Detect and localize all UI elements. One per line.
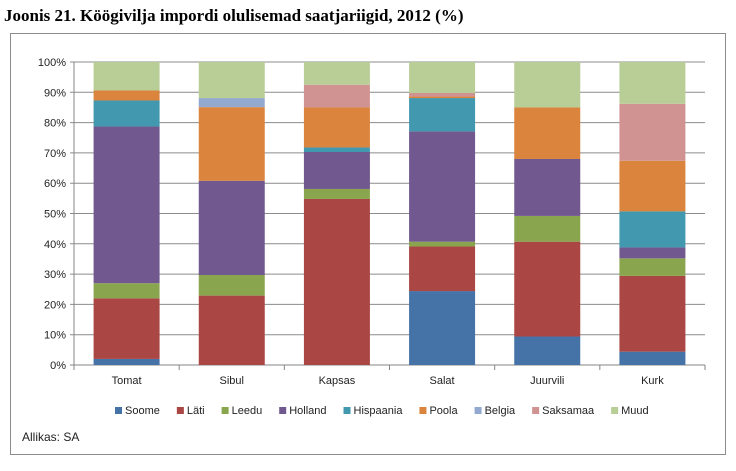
bar-segment-muud-kapsas [303, 62, 370, 85]
bar-segment-muud-sibul [198, 62, 265, 99]
chart-frame [10, 33, 726, 455]
bar-segment-leedu-salat [409, 241, 476, 247]
bar-segment-saksamaa-kurk [619, 103, 686, 161]
y-tick-label: 80% [44, 118, 66, 130]
legend-swatch-leedu [221, 407, 229, 414]
y-tick-label: 100% [38, 57, 66, 69]
x-tick-label: Kapsas [319, 375, 356, 387]
bar-segment-muud-salat [409, 62, 476, 93]
bar-segment-holland-kurk [619, 247, 686, 259]
bar-segment-poola-tomat [93, 90, 160, 101]
bar-segment-hispaania-kurk [619, 211, 686, 248]
bar-segment-hispaania-salat [409, 98, 476, 132]
x-tick-label: Salat [430, 375, 455, 387]
legend-label: Läti [187, 405, 205, 417]
legend-swatch-soome [115, 407, 122, 414]
y-tick-label: 30% [44, 269, 66, 281]
bar-segment-läti-salat [409, 246, 476, 292]
y-tick-label: 40% [44, 239, 66, 251]
bar-segment-soome-tomat [93, 358, 160, 365]
bar-segment-holland-juurvili [514, 158, 581, 216]
x-tick-label: Juurvili [530, 375, 564, 387]
bar-segment-muud-kurk [619, 62, 686, 104]
y-tick-label: 10% [44, 330, 66, 342]
y-tick-label: 90% [44, 87, 66, 99]
bar-segment-muud-juurvili [514, 62, 581, 108]
legend-label: Soome [125, 405, 160, 417]
bar-segment-saksamaa-salat [409, 92, 476, 97]
legend-label: Belgia [485, 405, 516, 417]
bar-segment-hispaania-kapsas [303, 147, 370, 152]
legend-swatch-belgia [474, 407, 482, 414]
bar-segment-läti-kurk [619, 275, 686, 352]
bar-segment-läti-sibul [198, 295, 265, 365]
bar-segment-leedu-kurk [619, 258, 686, 276]
bar-segment-holland-sibul [198, 180, 265, 276]
legend-label: Poola [429, 405, 458, 417]
legend-swatch-hispaania [343, 407, 351, 414]
source-note: Allikas: SA [22, 430, 80, 444]
bar-segment-saksamaa-kapsas [303, 84, 370, 108]
bar-segment-belgia-sibul [198, 98, 265, 108]
x-tick-label: Kurk [641, 375, 664, 387]
bar-segment-hispaania-tomat [93, 100, 160, 127]
legend-swatch-muud [611, 407, 619, 414]
x-tick-label: Tomat [112, 375, 142, 387]
y-tick-label: 50% [44, 209, 66, 221]
chart-title: Joonis 21. Köögivilja impordi olulisemad… [4, 6, 464, 25]
bar-segment-holland-tomat [93, 126, 160, 284]
legend-swatch-holland [279, 407, 287, 414]
legend-swatch-saksamaa [532, 407, 540, 414]
bar-segment-poola-kurk [619, 160, 686, 212]
legend-label: Saksamaa [542, 405, 595, 417]
legend-swatch-poola [419, 407, 427, 414]
bar-segment-leedu-sibul [198, 275, 265, 296]
bar-segment-leedu-juurvili [514, 215, 581, 242]
y-tick-label: 60% [44, 178, 66, 190]
bar-segment-läti-juurvili [514, 241, 581, 337]
bar-segment-leedu-kapsas [303, 188, 370, 199]
legend-label: Leedu [232, 405, 263, 417]
y-tick-label: 20% [44, 299, 66, 311]
bar-segment-poola-sibul [198, 107, 265, 181]
bar-segment-leedu-tomat [93, 283, 160, 299]
bar-segment-läti-kapsas [303, 198, 370, 365]
bar-segment-poola-salat [409, 96, 476, 99]
legend-label: Hispaania [354, 405, 404, 417]
bar-segment-soome-salat [409, 291, 476, 365]
y-tick-label: 70% [44, 148, 66, 160]
bar-segment-poola-kapsas [303, 107, 370, 148]
legend-swatch-läti [176, 407, 184, 414]
bar-segment-holland-salat [409, 131, 476, 242]
bar-segment-muud-tomat [93, 62, 160, 91]
bar-segment-soome-kurk [619, 351, 686, 365]
bar-segment-poola-juurvili [514, 107, 581, 159]
bar-segment-läti-tomat [93, 298, 160, 359]
legend-label: Holland [289, 405, 326, 417]
bar-segment-soome-juurvili [514, 336, 581, 365]
bar-segment-holland-kapsas [303, 151, 370, 189]
legend-label: Muud [621, 405, 649, 417]
x-tick-label: Sibul [220, 375, 244, 387]
y-tick-label: 0% [50, 360, 66, 372]
